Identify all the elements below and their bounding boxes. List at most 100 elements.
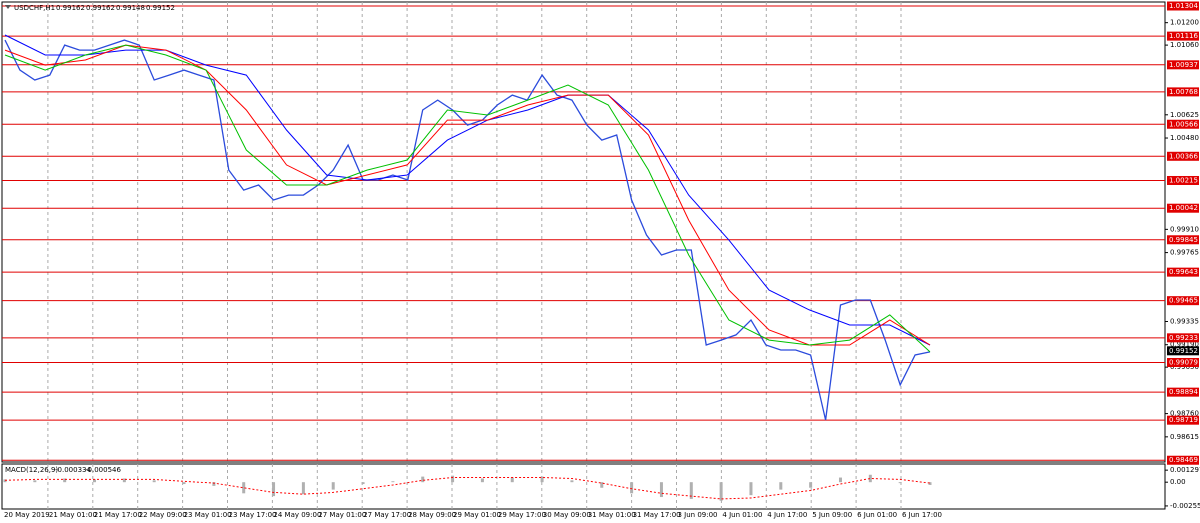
x-tick-label: 22 May 09:00	[139, 511, 187, 519]
level-label: 1.01304	[1169, 2, 1198, 10]
menu-arrow	[5, 5, 11, 9]
moving-average	[4, 44, 931, 353]
macd-bar	[630, 482, 634, 494]
x-tick-label: 4 Jun 01:00	[722, 511, 762, 519]
moving-average	[4, 34, 931, 346]
macd-bar	[659, 482, 663, 498]
level-tag	[1167, 387, 1199, 397]
macd-tick-label: 0.001297	[1170, 466, 1200, 474]
macd-bar	[540, 476, 544, 483]
main-frame	[1, 1, 1166, 463]
level-label: 0.99079	[1169, 359, 1198, 367]
level-tag	[1167, 296, 1199, 306]
macd-bar	[182, 482, 186, 485]
macd-bar	[868, 474, 872, 483]
level-tag	[1167, 1, 1199, 11]
macd-bar	[749, 482, 753, 496]
y-tick-label: 1.01060	[1170, 41, 1199, 49]
x-tick-label: 27 May 17:00	[363, 511, 411, 519]
level-tag	[1167, 119, 1199, 129]
level-label: 1.00566	[1169, 120, 1198, 128]
y-tick-label: 0.99050	[1170, 363, 1199, 371]
x-tick-label: 31 May 01:00	[588, 511, 636, 519]
macd-bar	[212, 482, 216, 486]
x-tick-label: 5 Jun 09:00	[812, 511, 852, 519]
macd-value: -0.000334	[55, 466, 91, 474]
x-tick-label: 23 May 01:00	[184, 511, 232, 519]
level-label: 1.00768	[1169, 88, 1198, 96]
level-tag	[1167, 455, 1199, 465]
y-tick-label: 0.99765	[1170, 249, 1199, 257]
level-label: 0.99845	[1169, 236, 1198, 244]
level-tag	[1167, 175, 1199, 185]
level-label: 1.01116	[1169, 32, 1198, 40]
level-label: 1.00366	[1169, 152, 1198, 160]
last-price-tag	[1167, 346, 1199, 356]
y-tick-label: 0.98760	[1170, 410, 1199, 418]
macd-tick-label: -0.002559	[1170, 502, 1200, 510]
macd-bar	[570, 480, 574, 483]
x-tick-label: 20 May 2019	[4, 511, 50, 519]
y-tick-label: 1.01200	[1170, 19, 1199, 27]
macd-bar	[93, 479, 97, 483]
level-label: 0.98469	[1169, 456, 1198, 464]
chart-title: USDCHF,H1	[14, 4, 55, 12]
level-label: 1.00937	[1169, 61, 1198, 69]
macd-bar	[719, 482, 723, 501]
last-price-label: 0.99152	[1169, 347, 1198, 355]
y-tick-label: 1.00625	[1170, 111, 1199, 119]
macd-title: MACD(12,26,9)	[5, 466, 58, 474]
y-tick-label: 0.99335	[1170, 317, 1199, 325]
level-label: 1.00042	[1169, 204, 1198, 212]
macd-bar	[361, 482, 365, 485]
y-tick-label: 0.99190	[1170, 341, 1199, 349]
level-tag	[1167, 235, 1199, 245]
ohlc-open: 0.99162	[56, 4, 85, 12]
x-tick-label: 29 May 01:00	[453, 511, 501, 519]
x-tick-label: 31 May 17:00	[633, 511, 681, 519]
macd-bar	[809, 482, 813, 488]
macd-bar	[3, 479, 7, 483]
macd-bar	[63, 478, 67, 483]
x-tick-label: 3 Jun 09:00	[678, 511, 718, 519]
macd-bar	[421, 476, 425, 483]
y-tick-label: 1.00480	[1170, 134, 1199, 142]
level-tag	[1167, 60, 1199, 70]
level-label: 0.98719	[1169, 416, 1198, 424]
level-tag	[1167, 333, 1199, 343]
macd-bar	[689, 482, 693, 499]
macd-bar	[33, 480, 37, 483]
x-tick-label: 4 Jun 17:00	[767, 511, 807, 519]
x-tick-label: 21 May 01:00	[49, 511, 97, 519]
x-tick-label: 27 May 01:00	[318, 511, 366, 519]
macd-bar	[898, 482, 902, 484]
x-tick-label: 29 May 17:00	[498, 511, 546, 519]
macd-frame	[1, 463, 1166, 510]
x-tick-label: 6 Jun 01:00	[857, 511, 897, 519]
y-tick-label: 0.99910	[1170, 225, 1199, 233]
level-label: 1.00215	[1169, 176, 1198, 184]
level-tag	[1167, 203, 1199, 213]
level-tag	[1167, 415, 1199, 425]
level-tag	[1167, 31, 1199, 41]
x-tick-label: 28 May 09:00	[408, 511, 456, 519]
macd-bar	[838, 477, 842, 483]
macd-bar	[600, 482, 604, 488]
level-label: 0.98894	[1169, 388, 1198, 396]
macd-signal-value: -0.000546	[85, 466, 121, 474]
ohlc-low: 0.99148	[116, 4, 145, 12]
level-tag	[1167, 87, 1199, 97]
level-tag	[1167, 151, 1199, 161]
moving-average	[4, 44, 931, 346]
x-tick-label: 21 May 17:00	[94, 511, 142, 519]
price-line	[4, 39, 931, 421]
x-tick-label: 23 May 17:00	[229, 511, 277, 519]
level-tag	[1167, 267, 1199, 277]
level-label: 0.99233	[1169, 334, 1198, 342]
ohlc-high: 0.99162	[86, 4, 115, 12]
macd-bar	[510, 477, 514, 483]
level-label: 0.99465	[1169, 297, 1198, 305]
x-tick-label: 24 May 09:00	[273, 511, 321, 519]
